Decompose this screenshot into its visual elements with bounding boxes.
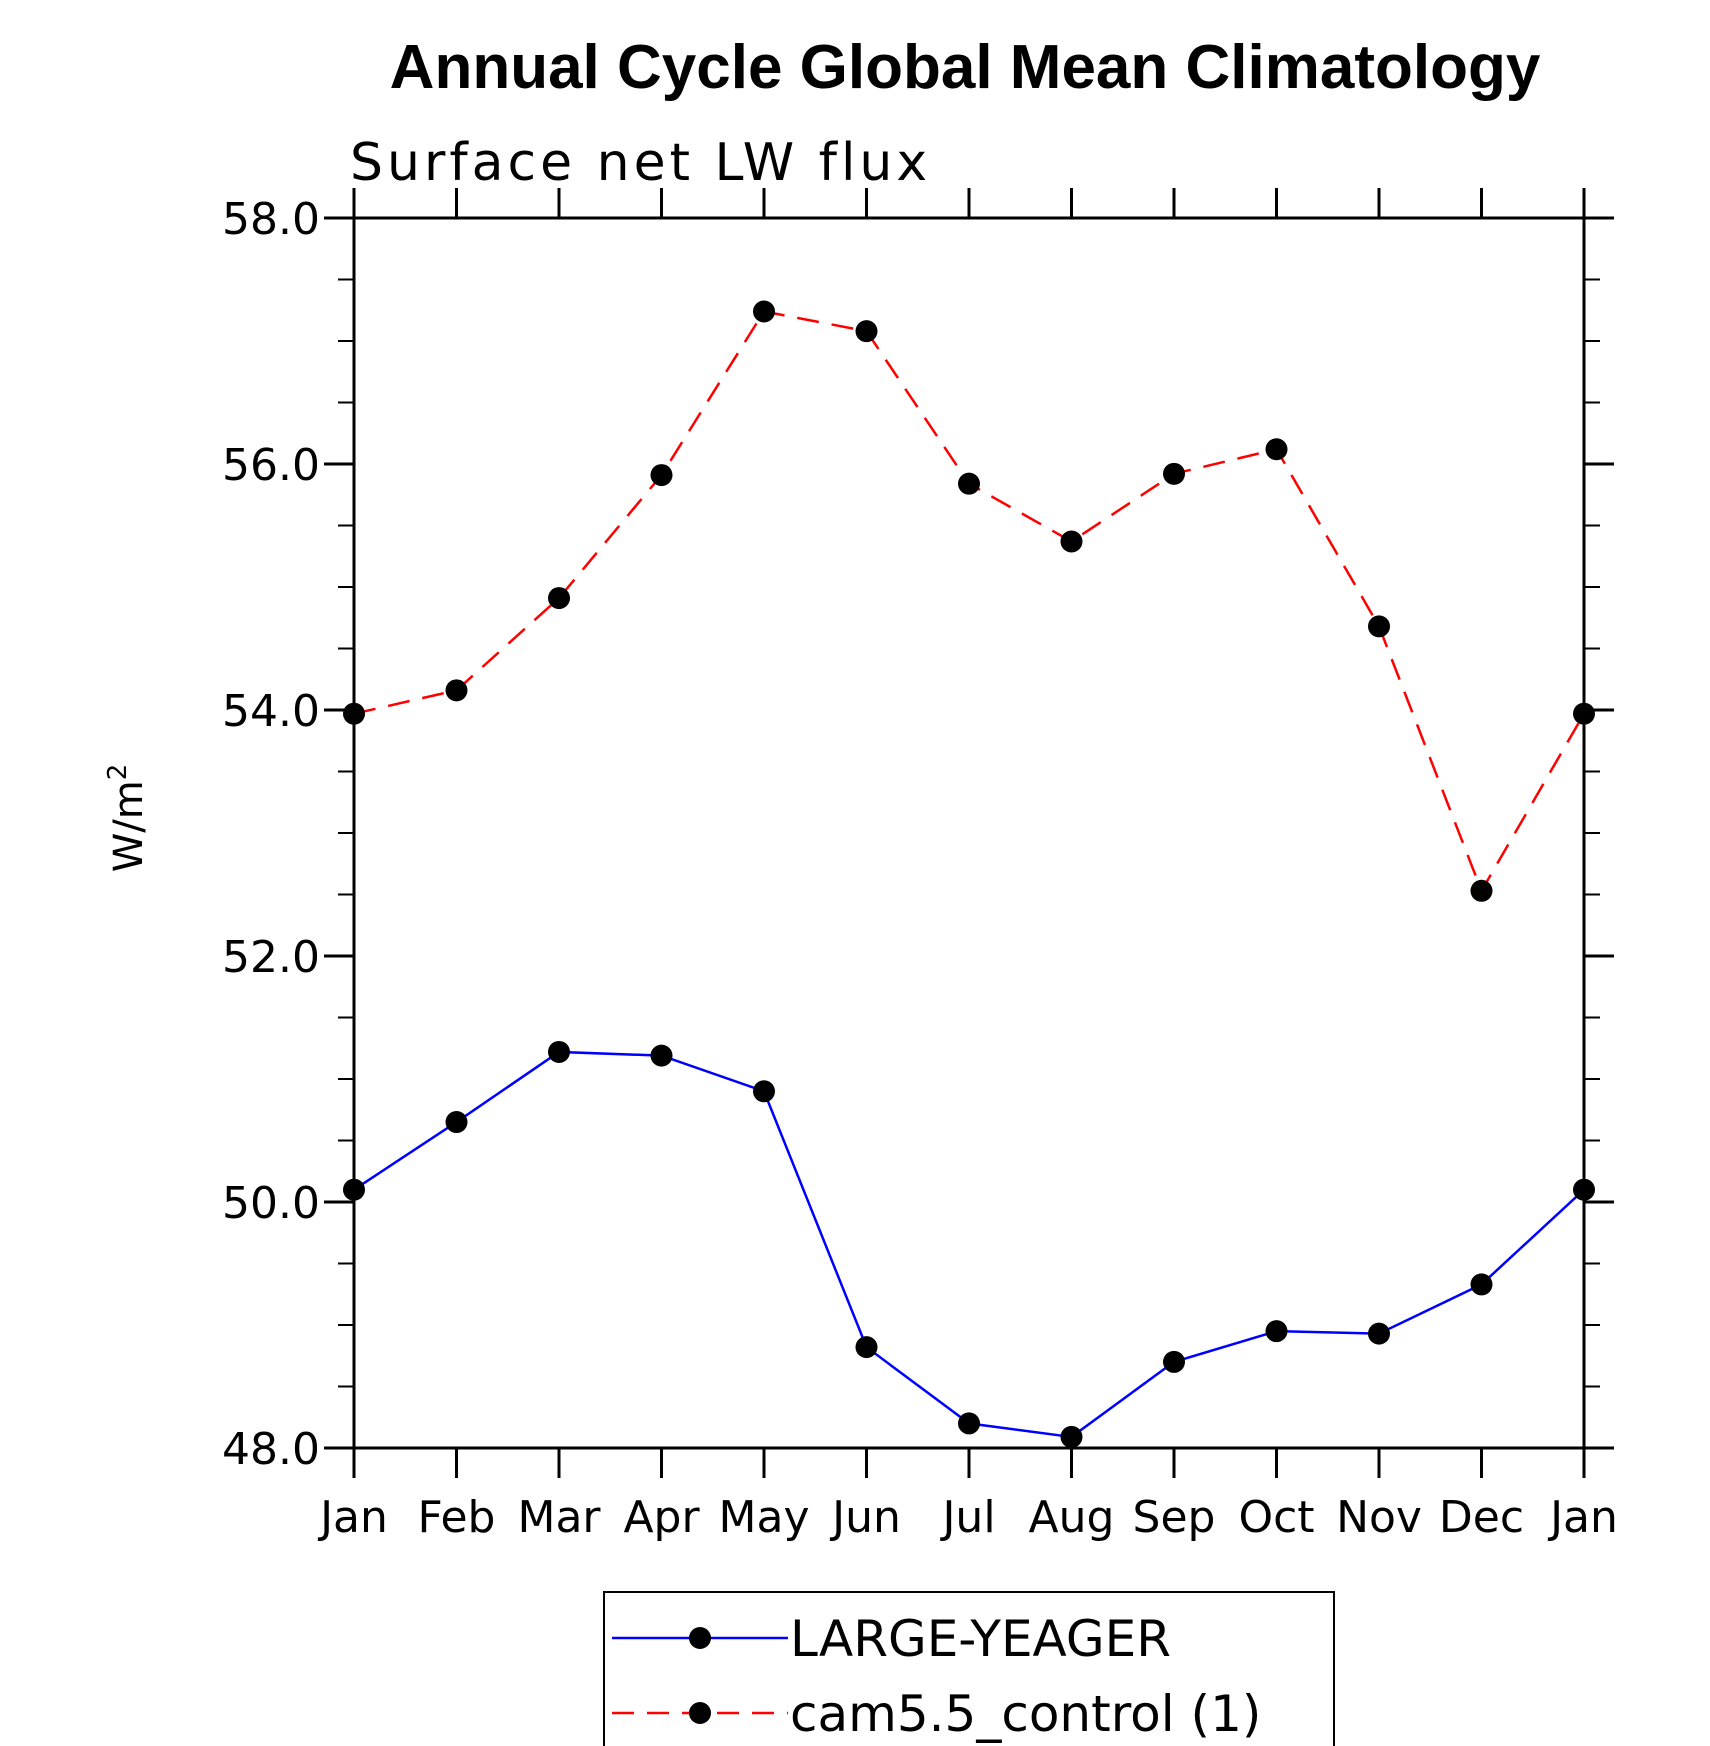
data-point-large-yeager: [1573, 1178, 1595, 1201]
data-point-large-yeager: [343, 1178, 365, 1201]
x-tick-label: Aug: [1029, 1492, 1115, 1543]
x-tick-label: Jun: [829, 1492, 901, 1543]
data-point-large-yeager: [1163, 1350, 1185, 1373]
y-axis-label-superscript: 2: [103, 764, 133, 781]
data-point-large-yeager: [548, 1040, 570, 1063]
data-point-cam5-control: [548, 587, 570, 610]
chart-title: Annual Cycle Global Mean Climatology: [390, 33, 1541, 102]
data-point-cam5-control: [445, 679, 468, 702]
svg-text:W/m2: W/m2: [103, 764, 152, 873]
x-tick-label: Feb: [418, 1492, 496, 1543]
data-point-cam5-control: [1470, 879, 1493, 902]
legend-marker-large-yeager: [689, 1627, 711, 1649]
legend-label-large-yeager: LARGE-YEAGER: [790, 1610, 1171, 1668]
data-point-large-yeager: [1368, 1322, 1390, 1345]
x-tick-label: Sep: [1133, 1492, 1216, 1543]
x-tick-label: Jan: [317, 1492, 388, 1543]
chart-subtitle: Surface net LW flux: [350, 133, 931, 193]
data-point-cam5-control: [650, 464, 673, 487]
axes-layer: Jan Feb Mar Apr May Jun Jul Aug Sep Oct Nov Dec Jan 4…: [222, 188, 1618, 1543]
data-point-cam5-control: [753, 300, 775, 323]
legend-label-cam5-control: cam5.5_control (1): [790, 1685, 1261, 1743]
data-point-cam5-control: [1163, 462, 1185, 485]
y-tick-label: 52.0: [222, 932, 320, 983]
data-point-large-yeager: [855, 1336, 878, 1359]
data-point-large-yeager: [1470, 1273, 1493, 1296]
legend-box: [603, 1591, 1335, 1746]
x-tick-label: Dec: [1439, 1492, 1524, 1543]
series-line-large-yeager: [353, 1050, 1585, 1439]
y-axis-label: W/m2: [103, 764, 152, 873]
y-tick-label: 54.0: [222, 686, 320, 737]
x-tick-label: Jul: [939, 1492, 995, 1543]
y-tick-label: 48.0: [222, 1424, 320, 1475]
y-tick-label: 56.0: [222, 440, 320, 491]
series-line-cam5-control: [353, 310, 1586, 894]
y-tick-label: 50.0: [222, 1178, 320, 1229]
data-point-large-yeager: [1265, 1320, 1288, 1343]
x-tick-label: Oct: [1238, 1492, 1314, 1543]
legend: LARGE-YEAGER cam5.5_control (1): [603, 1591, 1335, 1746]
data-point-large-yeager: [958, 1412, 980, 1435]
x-tick-label: Apr: [623, 1492, 700, 1543]
y-axis-label-text: W/m: [106, 780, 152, 872]
series-layer: [343, 300, 1595, 1448]
data-point-cam5-control: [1060, 530, 1083, 553]
data-point-large-yeager: [1060, 1425, 1083, 1448]
x-tick-label: Nov: [1336, 1492, 1422, 1543]
data-point-cam5-control: [1265, 438, 1288, 461]
legend-marker-cam5-control: [689, 1702, 711, 1724]
data-point-cam5-control: [343, 702, 365, 725]
data-point-large-yeager: [650, 1044, 673, 1067]
x-tick-label: Jan: [1547, 1492, 1618, 1543]
x-tick-label: May: [719, 1492, 810, 1543]
data-point-cam5-control: [958, 472, 980, 495]
data-point-large-yeager: [445, 1111, 468, 1134]
plot-frame: [352, 216, 1586, 1450]
data-point-cam5-control: [1368, 615, 1390, 638]
data-point-large-yeager: [753, 1080, 775, 1103]
x-tick-label: Mar: [517, 1492, 601, 1543]
data-point-cam5-control: [1573, 702, 1595, 725]
data-point-cam5-control: [855, 320, 878, 343]
y-tick-label: 58.0: [222, 194, 320, 245]
